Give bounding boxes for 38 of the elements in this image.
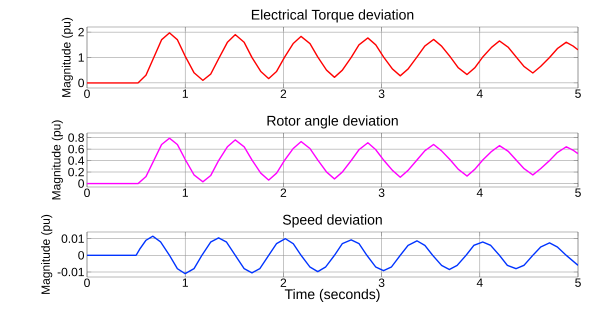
x-axis-title: Time (seconds) [284, 288, 380, 302]
chart-title: Speed deviation [282, 214, 382, 228]
x-tick-label: 4 [476, 278, 483, 287]
y-axis-title: Magnitude (pu) [52, 120, 63, 200]
x-tick-label: 1 [182, 278, 188, 287]
x-tick-label: 0 [84, 278, 90, 288]
y-tick-label: 0.6 [68, 144, 84, 154]
x-tick-label: 4 [476, 188, 483, 197]
x-tick-label: 4 [476, 90, 483, 98]
line-series [87, 137, 578, 184]
y-axis-title: Magnitude (pu) [62, 18, 73, 97]
x-tick-label: 5 [575, 278, 581, 287]
y-tick-label: 0.4 [68, 156, 84, 165]
x-tick-label: 5 [575, 188, 581, 197]
x-tick-label: 1 [182, 90, 188, 98]
line-series [87, 235, 578, 274]
y-tick-label: 0.8 [68, 133, 84, 142]
x-tick-label: 1 [182, 188, 188, 197]
x-tick-label: 3 [378, 278, 384, 288]
x-tick-label: 0 [84, 90, 90, 98]
chart-title: Electrical Torque deviation [252, 9, 414, 22]
y-tick-label: 0 [78, 78, 84, 88]
y-tick-label: -0.01 [58, 268, 84, 276]
y-tick-label: 0 [78, 251, 84, 260]
y-axis-title: Magnitude (pu) [41, 214, 52, 294]
y-tick-label: 0.2 [68, 168, 84, 176]
x-tick-label: 0 [84, 188, 90, 198]
chart-title: Rotor angle deviation [267, 115, 398, 128]
x-tick-label: 5 [575, 90, 581, 98]
y-tick-label: 2 [78, 28, 84, 36]
x-tick-label: 2 [280, 278, 286, 287]
x-tick-label: 2 [280, 90, 286, 98]
y-tick-label: 1 [78, 53, 84, 62]
x-tick-label: 2 [280, 188, 286, 197]
x-tick-label: 3 [378, 188, 384, 198]
y-tick-label: 0.01 [62, 234, 84, 243]
x-tick-label: 3 [378, 90, 384, 98]
y-tick-label: 0 [78, 179, 84, 188]
